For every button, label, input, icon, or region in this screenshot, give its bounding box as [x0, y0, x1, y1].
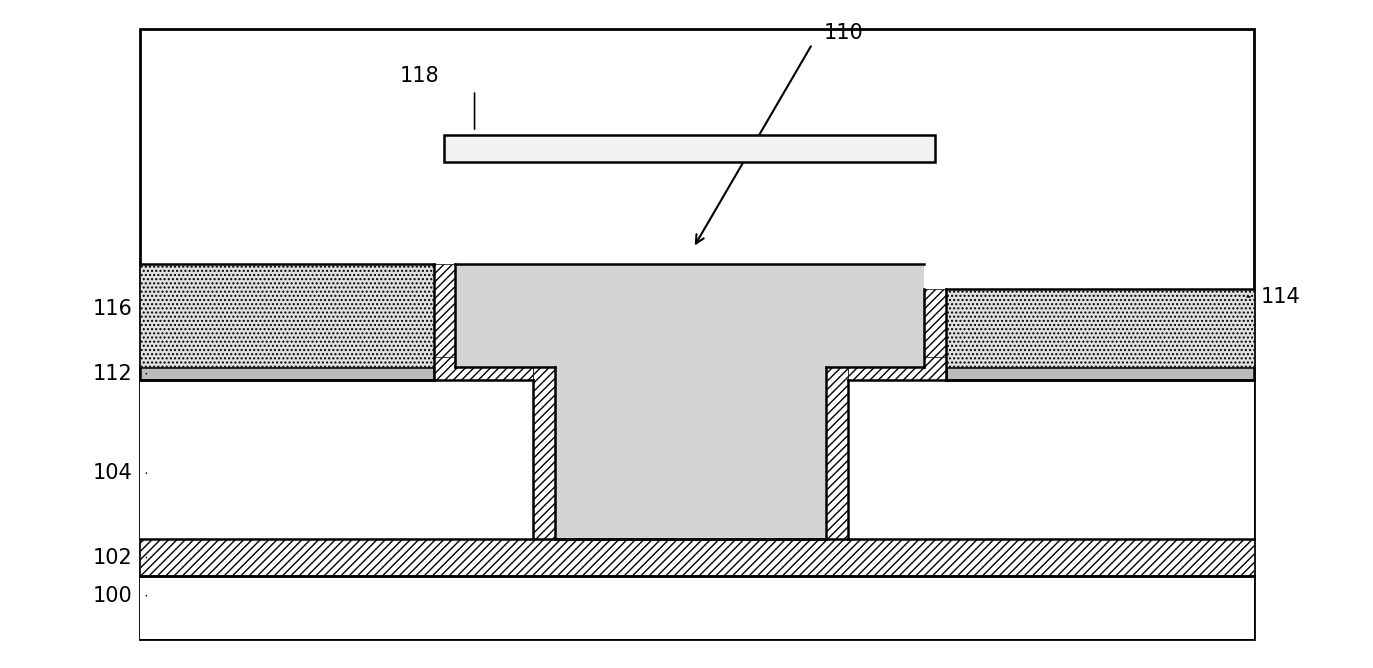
Bar — [533, 367, 555, 539]
Bar — [555, 367, 827, 539]
Bar — [456, 265, 924, 367]
Bar — [434, 265, 456, 367]
Bar — [140, 367, 1254, 539]
Text: 100: 100 — [93, 586, 133, 606]
Text: 118: 118 — [400, 65, 439, 86]
Bar — [827, 367, 849, 539]
Bar — [946, 367, 1254, 380]
Bar — [924, 289, 946, 367]
Bar — [140, 29, 1254, 639]
Bar — [434, 357, 533, 380]
Bar — [849, 357, 946, 380]
Bar — [445, 135, 935, 162]
Bar — [140, 576, 1254, 639]
Bar — [140, 539, 1254, 576]
Bar — [140, 367, 434, 380]
Text: 112: 112 — [93, 364, 133, 383]
Text: 116: 116 — [93, 299, 133, 319]
Text: 102: 102 — [93, 548, 133, 568]
Text: 114: 114 — [1260, 287, 1300, 307]
Bar — [946, 289, 1254, 367]
Text: 104: 104 — [93, 463, 133, 483]
Bar — [140, 265, 434, 367]
Text: 110: 110 — [824, 23, 864, 43]
